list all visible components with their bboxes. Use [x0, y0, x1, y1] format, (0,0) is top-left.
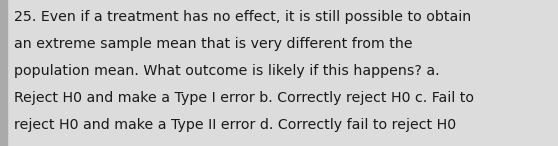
Text: an extreme sample mean that is very different from the: an extreme sample mean that is very diff…: [14, 37, 412, 51]
Text: 25. Even if a treatment has no effect, it is still possible to obtain: 25. Even if a treatment has no effect, i…: [14, 10, 471, 24]
Text: reject H0 and make a Type II error d. Correctly fail to reject H0: reject H0 and make a Type II error d. Co…: [14, 118, 456, 132]
Bar: [0, 0, 7, 146]
Text: population mean. What outcome is likely if this happens? a.: population mean. What outcome is likely …: [14, 64, 440, 78]
Text: Reject H0 and make a Type I error b. Correctly reject H0 c. Fail to: Reject H0 and make a Type I error b. Cor…: [14, 91, 474, 105]
